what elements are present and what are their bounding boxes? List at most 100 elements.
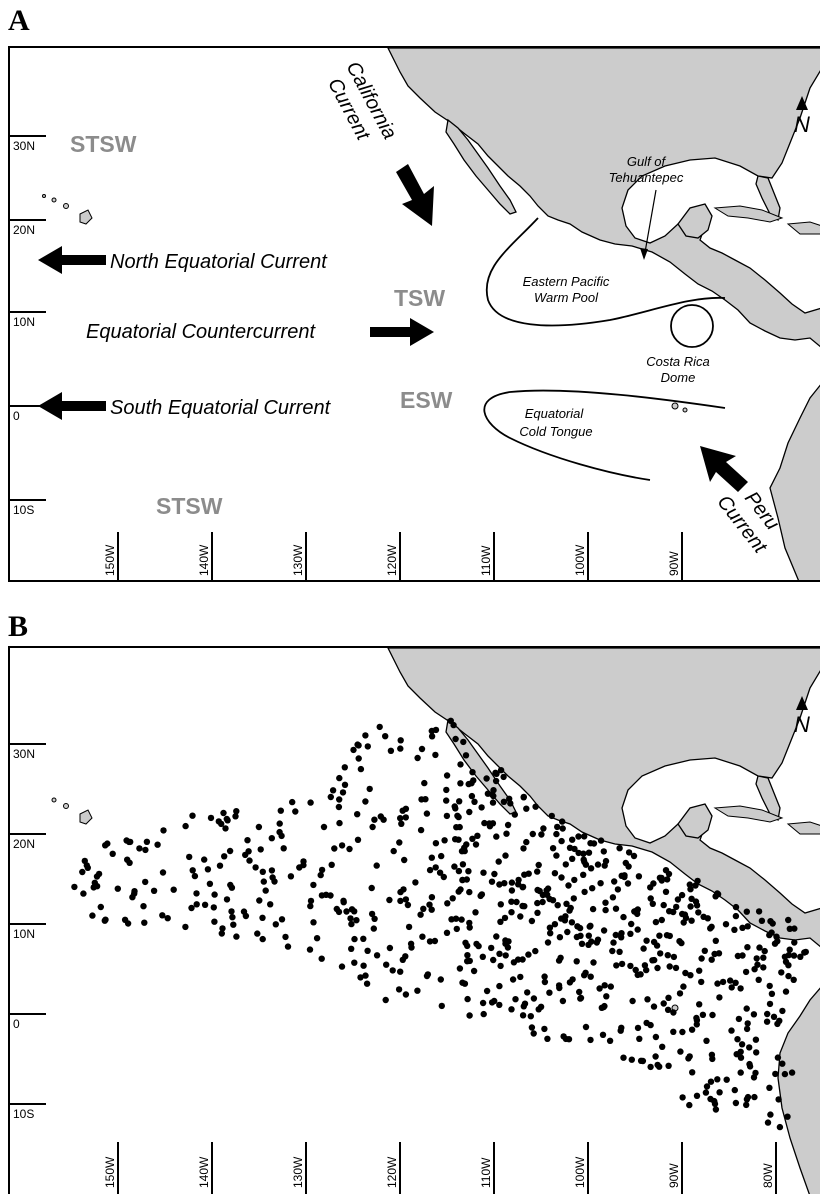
sighting-point xyxy=(732,903,740,911)
sighting-point xyxy=(766,1000,774,1008)
sighting-point xyxy=(573,958,580,965)
sighting-point xyxy=(688,1026,696,1033)
sighting-point xyxy=(686,881,693,888)
sighting-point xyxy=(707,1078,715,1085)
sighting-point xyxy=(575,849,582,857)
sighting-point xyxy=(647,895,654,902)
sighting-point xyxy=(699,1011,707,1018)
sighting-point xyxy=(732,1099,740,1107)
sighting-point xyxy=(541,1025,548,1033)
sighting-point xyxy=(739,924,746,931)
sighting-point xyxy=(164,915,171,922)
sighting-point xyxy=(220,809,227,817)
sighting-point xyxy=(154,841,161,848)
sighting-point xyxy=(386,896,393,904)
sighting-point xyxy=(364,743,371,750)
sighting-point xyxy=(562,861,569,868)
sighting-point xyxy=(722,921,730,928)
sighting-point xyxy=(549,845,557,852)
sighting-point xyxy=(703,1083,711,1090)
gulf-pointer-head xyxy=(640,248,648,260)
sighting-point xyxy=(353,917,360,924)
sighting-point xyxy=(514,956,522,963)
sighting-point xyxy=(737,985,744,992)
sighting-point xyxy=(666,963,673,970)
warm-pool-outline xyxy=(485,217,726,327)
sighting-point xyxy=(327,892,334,899)
lon-label-100w: 100W xyxy=(573,1156,587,1188)
sighting-point xyxy=(790,976,797,983)
sighting-point xyxy=(362,798,369,805)
sighting-point xyxy=(140,903,147,910)
sighting-point xyxy=(534,909,541,916)
sighting-point xyxy=(523,805,530,812)
lon-label-140w: 140W xyxy=(197,1156,211,1188)
sighting-point xyxy=(643,966,650,974)
map-b-svg: 30N 20N 10N 0 10S 150W 140W 130W 120W 11… xyxy=(10,648,820,1194)
sighting-point xyxy=(423,810,431,817)
sighting-point xyxy=(602,906,609,914)
sighting-point xyxy=(101,917,109,924)
sighting-point xyxy=(497,962,504,970)
sighting-point xyxy=(336,796,343,803)
sighting-point xyxy=(456,823,463,831)
sighting-point xyxy=(397,737,404,744)
sighting-point xyxy=(786,946,793,953)
sighting-point xyxy=(554,902,561,909)
sighting-point xyxy=(696,967,703,974)
sighting-point xyxy=(470,967,478,975)
sighting-point xyxy=(511,811,518,818)
sighting-point xyxy=(159,869,167,876)
sighting-point xyxy=(755,976,762,983)
sighting-point xyxy=(643,1019,650,1027)
sighting-point xyxy=(508,887,516,894)
sighting-point xyxy=(459,861,467,868)
sighting-point xyxy=(693,902,701,909)
sighting-point xyxy=(743,1101,750,1109)
sighting-point xyxy=(259,868,266,875)
sighting-point xyxy=(654,1061,661,1069)
sighting-point xyxy=(390,847,397,855)
sighting-point xyxy=(417,826,425,834)
sighting-point xyxy=(414,987,421,994)
sighting-point xyxy=(641,962,649,969)
sighting-point xyxy=(109,850,116,857)
north-arrow-icon xyxy=(796,96,808,110)
sighting-point xyxy=(455,813,462,821)
sighting-point xyxy=(628,1056,635,1063)
sighting-point xyxy=(571,845,578,853)
sighting-point xyxy=(625,849,633,856)
sighting-point xyxy=(272,921,279,928)
sighting-point xyxy=(559,825,566,832)
sighting-point xyxy=(585,849,593,856)
sighting-point xyxy=(458,916,465,923)
sighting-point xyxy=(656,932,663,939)
gulf-pointer-line xyxy=(643,189,657,259)
sighting-point xyxy=(551,921,559,928)
lat-label-30n: 30N xyxy=(13,747,35,761)
sighting-point xyxy=(559,818,566,825)
sighting-point xyxy=(244,837,251,844)
sighting-point xyxy=(418,796,425,803)
sighting-point xyxy=(398,820,405,827)
sighting-point xyxy=(260,878,267,885)
sighting-point xyxy=(775,1096,782,1103)
sighting-point xyxy=(402,896,410,903)
sighting-point xyxy=(781,1070,789,1078)
sighting-point xyxy=(541,973,548,980)
sighting-point xyxy=(226,847,234,855)
sighting-point xyxy=(760,954,767,961)
sighting-point xyxy=(538,831,545,838)
sighting-point xyxy=(350,746,357,754)
sighting-point xyxy=(581,888,588,896)
sighting-point xyxy=(369,823,376,831)
california-current-arrow xyxy=(396,164,434,226)
sighting-point xyxy=(708,1051,716,1058)
lon-label-90w: 90W xyxy=(667,551,681,576)
sighting-point xyxy=(417,911,424,918)
sighting-point xyxy=(278,916,286,923)
sighting-point xyxy=(612,931,619,939)
sighting-point xyxy=(431,937,439,945)
sighting-point xyxy=(114,885,122,892)
sighting-point xyxy=(486,823,494,830)
